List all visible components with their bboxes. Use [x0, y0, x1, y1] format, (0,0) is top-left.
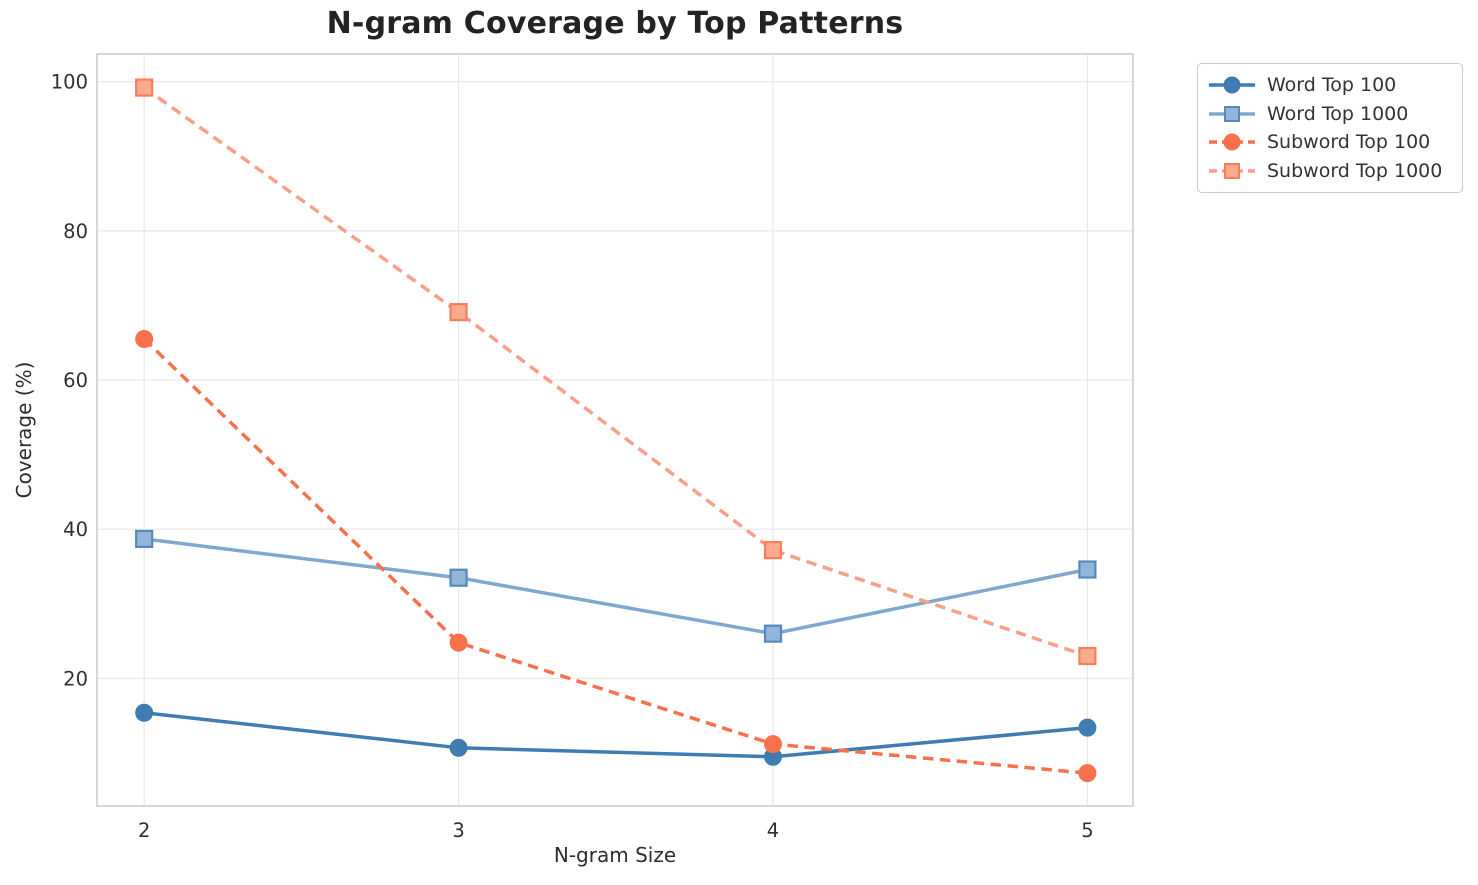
y-axis-label: Coverage (%) — [12, 361, 36, 499]
series-marker-subword-top-1000 — [763, 541, 783, 560]
series-marker-word-top-1000 — [1078, 560, 1097, 579]
x-axis-label: N-gram Size — [553, 843, 677, 867]
series-line-word-top-1000 — [143, 537, 1088, 636]
series-line-subword-top-100 — [142, 337, 1088, 775]
x-tick-label: 2 — [138, 819, 150, 842]
legend-line-marker-icon — [1209, 76, 1255, 94]
legend-line-marker-icon — [1209, 133, 1255, 151]
legend-label: Word Top 100 — [1267, 74, 1397, 96]
plot-border — [96, 53, 1134, 807]
series-marker-word-top-100 — [1078, 718, 1097, 737]
series-marker-subword-top-1000 — [1078, 646, 1097, 666]
series-marker-word-top-100 — [449, 738, 468, 757]
y-tick-label: 40 — [63, 518, 88, 541]
series-marker-word-top-1000 — [763, 624, 783, 643]
series-line-word-top-100 — [143, 711, 1088, 759]
legend: Word Top 100 Word Top 1000 Subword Top 100… — [1197, 63, 1463, 193]
series-marker-subword-top-1000 — [135, 78, 154, 97]
series-marker-subword-top-100 — [763, 735, 782, 754]
series-marker-word-top-100 — [135, 703, 154, 722]
y-tick-label: 100 — [51, 71, 88, 94]
series-line-subword-top-1000 — [143, 86, 1088, 658]
series-marker-word-top-1000 — [449, 568, 468, 587]
series-marker-subword-top-100 — [1078, 764, 1097, 783]
y-tick-label: 20 — [63, 667, 88, 690]
x-tick-label: 4 — [767, 819, 779, 842]
y-tick-label: 80 — [63, 220, 88, 243]
legend-item-subword-top-100: Subword Top 100 — [1208, 128, 1452, 156]
series-marker-subword-top-1000 — [449, 303, 468, 322]
x-tick-label: 3 — [452, 819, 464, 842]
legend-item-subword-top-1000: Subword Top 1000 — [1208, 157, 1452, 185]
legend-item-word-top-100: Word Top 100 — [1208, 71, 1452, 99]
series-marker-subword-top-100 — [449, 633, 468, 652]
y-tick-label: 60 — [63, 369, 88, 392]
chart-title: N-gram Coverage by Top Patterns — [326, 6, 904, 41]
series-marker-subword-top-100 — [135, 329, 154, 348]
legend-label: Subword Top 1000 — [1267, 159, 1443, 182]
x-tick-label: 5 — [1081, 819, 1093, 842]
legend-line-marker-icon — [1209, 162, 1255, 179]
legend-label: Word Top 1000 — [1267, 102, 1409, 125]
series-marker-word-top-1000 — [135, 529, 154, 549]
legend-line-marker-icon — [1209, 105, 1255, 122]
legend-item-word-top-1000: Word Top 1000 — [1208, 100, 1452, 128]
legend-label: Subword Top 100 — [1267, 131, 1431, 154]
